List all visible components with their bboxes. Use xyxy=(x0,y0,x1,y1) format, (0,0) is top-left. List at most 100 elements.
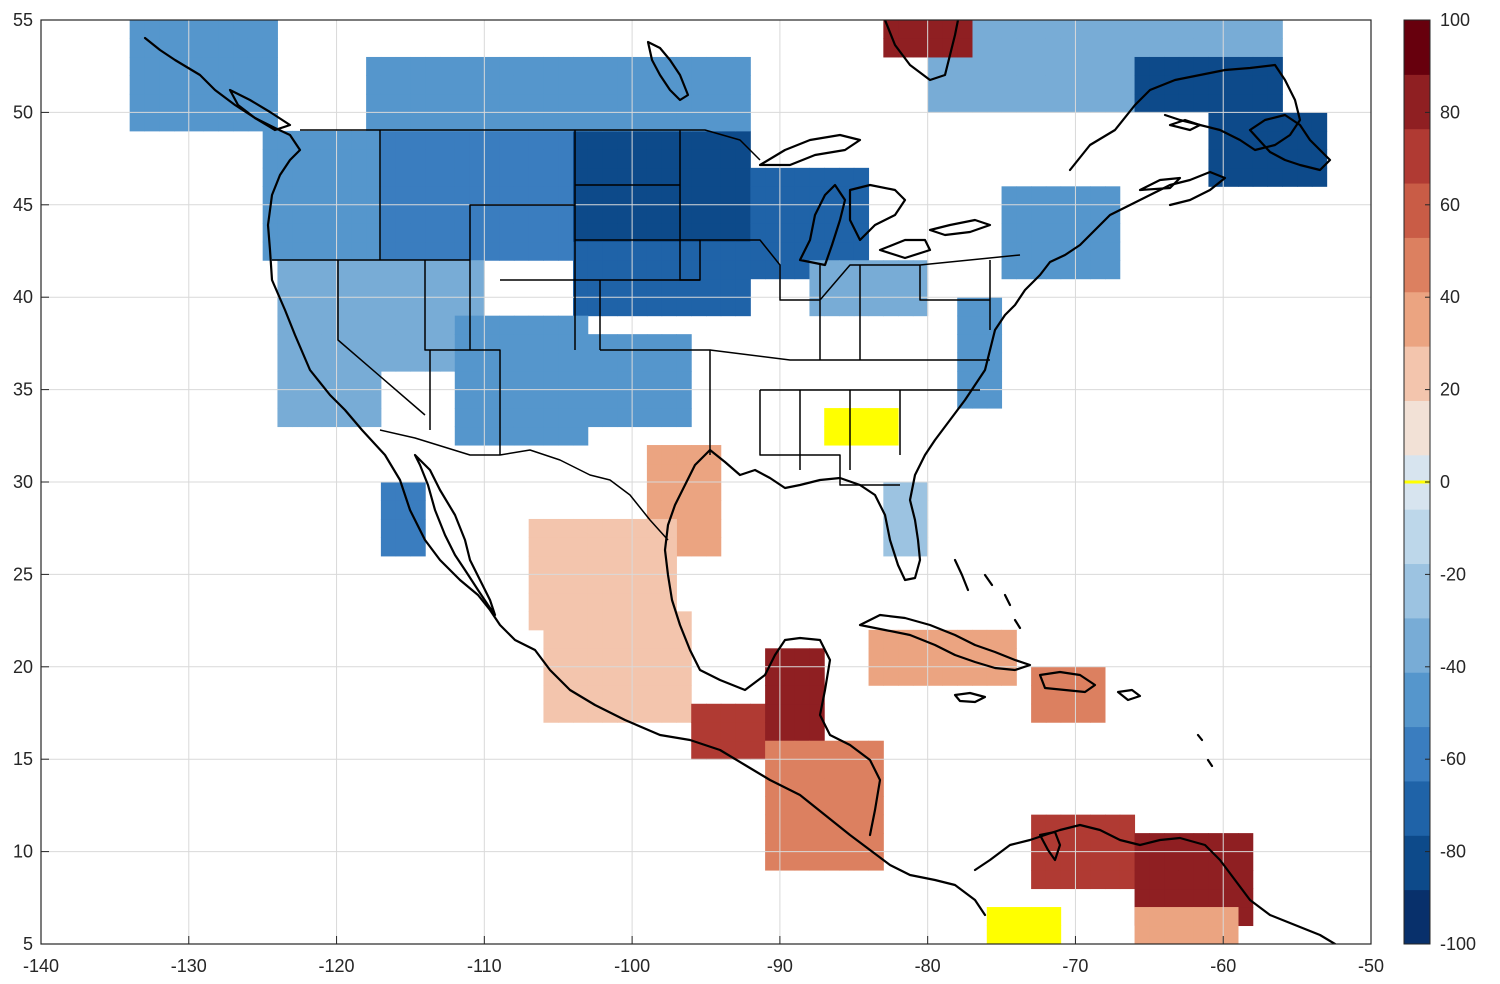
data-cell xyxy=(1045,56,1062,76)
data-cell xyxy=(410,278,426,298)
data-cell xyxy=(883,408,899,428)
data-cell xyxy=(336,149,352,169)
data-cell xyxy=(174,20,190,39)
data-cell xyxy=(839,167,855,187)
data-cell xyxy=(558,555,574,575)
data-cell xyxy=(676,703,692,723)
data-cell xyxy=(1045,907,1062,927)
data-cell xyxy=(602,278,618,298)
data-cell xyxy=(853,740,870,760)
data-cell xyxy=(395,260,411,280)
data-cell xyxy=(661,482,677,501)
data-cell xyxy=(277,204,293,224)
data-cell xyxy=(543,75,559,95)
data-cell xyxy=(380,186,397,206)
data-cell xyxy=(1090,20,1106,39)
data-cell xyxy=(632,167,648,187)
data-cell xyxy=(321,167,338,187)
data-cell xyxy=(809,666,825,686)
data-cell xyxy=(853,186,870,206)
data-cell xyxy=(528,315,544,335)
data-cell xyxy=(573,75,589,95)
data-cell xyxy=(159,75,175,95)
data-cell xyxy=(1105,20,1121,39)
data-cell xyxy=(573,408,589,428)
data-cell xyxy=(1060,20,1076,39)
data-cell xyxy=(558,56,574,76)
data-cell xyxy=(646,278,663,298)
data-cell xyxy=(972,334,988,354)
data-cell xyxy=(691,56,707,76)
data-cell xyxy=(454,149,471,169)
data-cell xyxy=(617,666,633,686)
data-cell xyxy=(543,389,559,409)
data-cell xyxy=(573,260,589,280)
data-cell xyxy=(676,278,692,298)
data-cell xyxy=(587,592,604,612)
data-cell xyxy=(558,389,574,409)
data-cell xyxy=(617,241,633,261)
data-cell xyxy=(380,297,397,317)
data-cell xyxy=(1075,20,1091,39)
data-cell xyxy=(661,112,677,132)
data-cell xyxy=(454,352,471,372)
data-cell xyxy=(174,75,190,95)
data-cell xyxy=(425,241,441,261)
data-cell xyxy=(1297,149,1313,169)
data-cell xyxy=(425,149,441,169)
data-cell xyxy=(454,389,471,409)
data-cell xyxy=(839,426,855,446)
colorbar-segment xyxy=(1404,563,1430,619)
data-cell xyxy=(809,167,825,187)
data-cell xyxy=(853,241,870,261)
data-cell xyxy=(336,297,352,317)
data-cell xyxy=(1238,870,1254,890)
data-cell xyxy=(233,112,249,132)
data-cell xyxy=(292,204,308,224)
data-cell xyxy=(986,389,1003,409)
data-cell xyxy=(484,93,500,113)
data-cell xyxy=(1075,851,1091,871)
data-cell xyxy=(720,167,737,187)
data-cell xyxy=(484,167,500,187)
data-cell xyxy=(321,149,338,169)
data-cell xyxy=(1208,130,1224,150)
data-cell xyxy=(129,93,145,113)
data-cell xyxy=(617,93,633,113)
data-cell xyxy=(602,574,618,594)
data-cell xyxy=(587,130,604,150)
data-cell xyxy=(868,777,884,797)
data-cell xyxy=(573,685,589,705)
data-cell xyxy=(602,685,618,705)
data-cell xyxy=(499,167,515,187)
data-cell xyxy=(1149,38,1165,58)
data-cell xyxy=(321,241,338,261)
data-cell xyxy=(632,555,648,575)
colorbar-segment xyxy=(1404,128,1430,184)
data-cell xyxy=(277,408,293,428)
data-cell xyxy=(440,112,456,132)
data-cell xyxy=(1119,870,1136,890)
data-cell xyxy=(1016,38,1032,58)
data-cell xyxy=(972,352,988,372)
data-cell xyxy=(853,278,870,298)
data-cell xyxy=(691,241,707,261)
data-cell xyxy=(1105,241,1121,261)
data-cell xyxy=(927,20,943,39)
data-cell xyxy=(1134,38,1150,58)
data-cell xyxy=(853,297,870,317)
data-cell xyxy=(528,408,544,428)
data-cell xyxy=(425,112,441,132)
data-cell xyxy=(336,408,352,428)
data-cell xyxy=(410,260,426,280)
data-cell xyxy=(144,38,160,58)
data-cell xyxy=(573,371,589,391)
data-cell xyxy=(779,777,796,797)
data-cell xyxy=(1090,703,1106,723)
data-cell xyxy=(632,334,648,354)
colorbar-segment xyxy=(1404,237,1430,293)
data-cell xyxy=(1178,907,1195,927)
data-cell xyxy=(440,75,456,95)
data-cell xyxy=(706,149,722,169)
data-cell xyxy=(528,334,544,354)
